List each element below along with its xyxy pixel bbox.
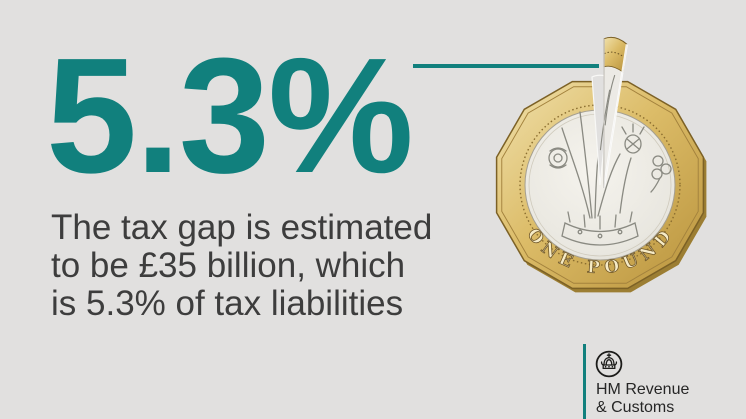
headline-stat: 5.3% [46,24,414,207]
logo-divider [583,344,586,419]
body-line-3: is 5.3% of tax liabilities [51,284,404,323]
pound-coin-illustration: ONE POUND [495,36,707,293]
hmrc-logo-text: HM Revenue & Customs [596,381,689,417]
logo-text-line-1: HM Revenue [596,381,690,398]
crown-icon [595,350,623,378]
coin-engraving [548,111,672,246]
coin-slice [599,36,628,189]
body-line-2: to be £35 billion, which [51,246,406,285]
coin-beaded-ring [519,104,681,266]
logo-text-line-2: & Customs [596,399,675,416]
body-line-1: The tax gap is estimated [51,208,433,247]
body-text: The tax gap is estimated to be £35 billi… [51,209,432,323]
connector-line [413,64,599,68]
